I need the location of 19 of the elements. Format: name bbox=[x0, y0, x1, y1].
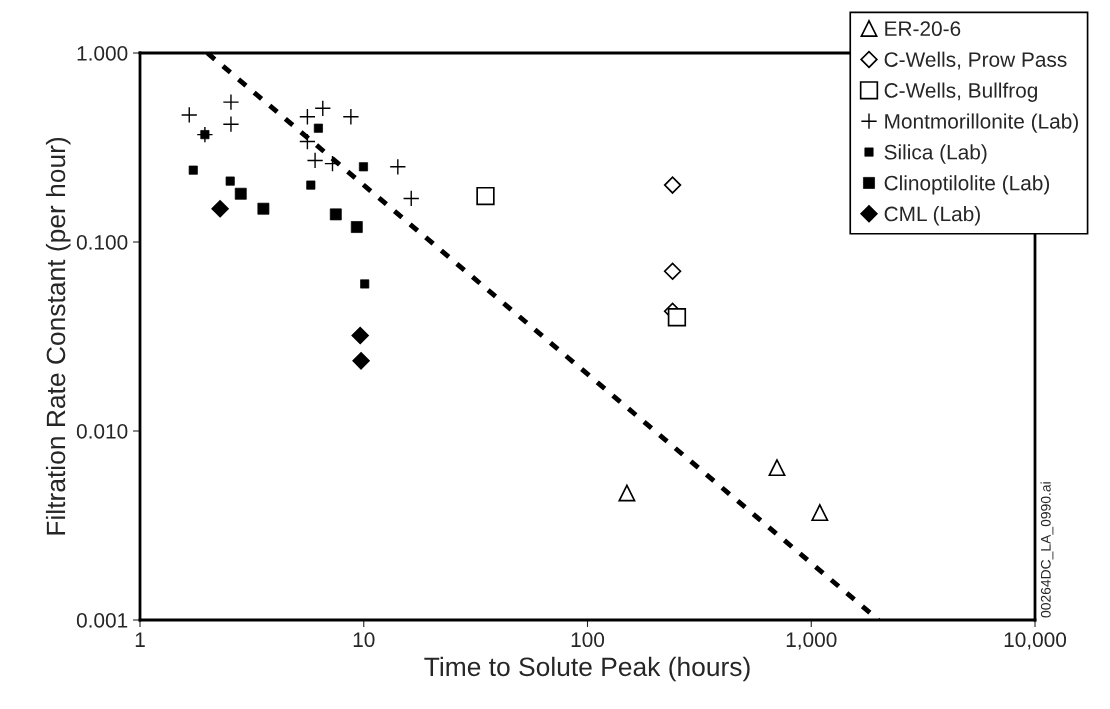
x-tick-label: 1 bbox=[135, 632, 145, 647]
x-tick-label: 100 bbox=[571, 632, 605, 648]
legend-label: C-Wells, Bullfrog bbox=[884, 82, 1037, 102]
y-tick-label: 0.001 bbox=[76, 613, 128, 628]
legend-label: C-Wells, Prow Pass bbox=[884, 51, 1067, 70]
x-tick-label: 1,000 bbox=[786, 632, 837, 650]
x-tick-label: 10,000 bbox=[1004, 632, 1067, 650]
x-tick-label: 10 bbox=[353, 632, 375, 648]
legend-label: Silica (Lab) bbox=[884, 144, 987, 164]
y-tick-label: 0.010 bbox=[76, 424, 128, 439]
text: 00264DC_LA_0990.ai bbox=[1040, 482, 1054, 618]
legend-label: Clinoptilolite (Lab) bbox=[884, 175, 1050, 195]
legend-label: Montmorillonite (Lab) bbox=[885, 113, 1078, 133]
legend-label: CML (Lab) bbox=[884, 206, 980, 226]
y-axis-title: Filtration Rate Constant (per hour) bbox=[45, 137, 71, 535]
y-tick-label: 1.000 bbox=[77, 46, 128, 61]
legend-label: ER-20-6 bbox=[885, 21, 961, 37]
y-tick-label: 0.100 bbox=[76, 235, 128, 250]
x-axis-title: Time to Solute Peak (hours) bbox=[424, 656, 750, 682]
